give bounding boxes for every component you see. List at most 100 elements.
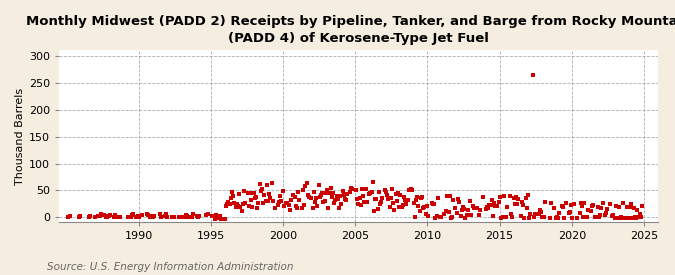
Point xyxy=(293,189,304,194)
Point xyxy=(283,202,294,207)
Point xyxy=(554,210,564,215)
Point xyxy=(564,211,574,216)
Point xyxy=(222,202,233,206)
Point xyxy=(530,212,541,216)
Point xyxy=(180,215,190,219)
Point xyxy=(278,204,289,209)
Point xyxy=(141,212,152,216)
Point xyxy=(574,211,585,216)
Point xyxy=(315,194,325,199)
Point xyxy=(601,211,612,215)
Point xyxy=(360,186,371,191)
Point xyxy=(400,197,410,202)
Point xyxy=(636,215,647,219)
Point xyxy=(134,214,144,219)
Point xyxy=(193,215,204,219)
Point xyxy=(539,200,550,205)
Point xyxy=(369,208,379,213)
Point xyxy=(238,189,249,193)
Point xyxy=(74,215,84,219)
Point xyxy=(316,193,327,198)
Point xyxy=(223,200,234,204)
Point xyxy=(565,210,576,214)
Point xyxy=(101,215,111,219)
Point xyxy=(247,205,258,210)
Point xyxy=(398,203,408,207)
Point xyxy=(468,205,479,210)
Point xyxy=(252,206,263,210)
Point xyxy=(506,212,516,216)
Point xyxy=(566,203,576,207)
Y-axis label: Thousand Barrels: Thousand Barrels xyxy=(15,87,25,185)
Point xyxy=(490,204,501,208)
Point xyxy=(331,194,342,198)
Title: Monthly Midwest (PADD 2) Receipts by Pipeline, Tanker, and Barge from Rocky Moun: Monthly Midwest (PADD 2) Receipts by Pip… xyxy=(26,15,675,45)
Point xyxy=(225,196,236,200)
Point xyxy=(436,214,447,219)
Point xyxy=(442,194,453,198)
Point xyxy=(325,186,336,191)
Point xyxy=(93,214,104,219)
Point xyxy=(178,215,188,219)
Point xyxy=(561,201,572,205)
Point xyxy=(115,215,126,219)
Point xyxy=(161,212,171,216)
Point xyxy=(361,200,372,204)
Point xyxy=(353,202,364,206)
Point xyxy=(427,201,437,206)
Point xyxy=(593,205,603,209)
Point xyxy=(510,202,520,207)
Point xyxy=(616,216,627,220)
Point xyxy=(183,214,194,219)
Point xyxy=(518,203,529,207)
Point xyxy=(502,205,513,209)
Point xyxy=(288,193,299,197)
Point xyxy=(481,207,491,211)
Point xyxy=(385,196,396,200)
Point xyxy=(221,204,232,208)
Point xyxy=(489,201,500,205)
Point xyxy=(99,213,110,217)
Point xyxy=(75,214,86,218)
Point xyxy=(581,215,592,219)
Point xyxy=(350,188,361,192)
Point xyxy=(453,197,464,201)
Point xyxy=(300,184,310,188)
Point xyxy=(95,212,106,217)
Point xyxy=(64,214,75,218)
Point xyxy=(224,202,235,206)
Point xyxy=(444,194,455,198)
Point xyxy=(545,201,556,205)
Point xyxy=(432,196,443,200)
Point xyxy=(306,196,317,200)
Point xyxy=(146,214,157,218)
Point xyxy=(578,214,589,219)
Point xyxy=(383,197,394,201)
Point xyxy=(123,214,134,219)
Point xyxy=(568,201,579,206)
Point xyxy=(587,202,598,207)
Point xyxy=(454,200,465,205)
Point xyxy=(292,206,302,211)
Point xyxy=(448,198,459,202)
Point xyxy=(242,191,253,195)
Point xyxy=(381,190,392,194)
Point xyxy=(521,205,532,210)
Point xyxy=(148,214,159,218)
Point xyxy=(379,188,390,192)
Point xyxy=(215,214,225,219)
Point xyxy=(460,216,470,220)
Point xyxy=(558,205,568,210)
Point xyxy=(354,196,365,201)
Point xyxy=(126,215,136,219)
Point xyxy=(630,214,641,219)
Point xyxy=(407,188,418,192)
Point xyxy=(277,189,288,194)
Point xyxy=(144,215,155,219)
Point xyxy=(465,199,476,204)
Point xyxy=(136,213,147,218)
Point xyxy=(626,201,637,206)
Point xyxy=(388,201,399,206)
Point xyxy=(263,199,273,203)
Point xyxy=(329,201,340,205)
